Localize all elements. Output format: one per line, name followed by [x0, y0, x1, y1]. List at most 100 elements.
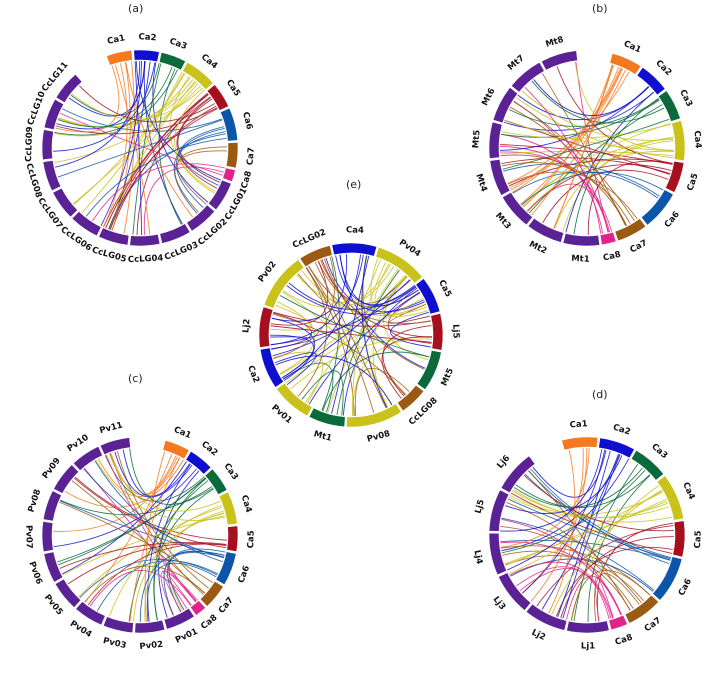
synteny-link: [531, 69, 626, 216]
synteny-link: [103, 63, 128, 228]
chromosome-label: Ca6: [240, 111, 254, 131]
chromosome-arc-pv04: [375, 246, 423, 284]
chromosome-arc-ca2: [598, 437, 635, 459]
panel-a-label: (a): [128, 2, 143, 15]
synteny-link: [163, 552, 225, 616]
chromosome-label: Ca1: [569, 419, 588, 430]
synteny-link: [305, 259, 382, 403]
synteny-links: [53, 448, 227, 623]
chromosome-arc-lj5: [488, 489, 510, 532]
chromosome-arc-pv08: [42, 490, 62, 522]
chromosome-label: Ca1: [622, 39, 642, 55]
chromosome-arc-cclg10: [43, 98, 65, 130]
chromosome-label: Mt7: [506, 53, 527, 73]
synteny-link: [500, 525, 634, 609]
synteny-link: [301, 370, 344, 416]
chromosome-label: Ca3: [649, 442, 669, 461]
chromosome-label: Ca3: [221, 462, 239, 482]
chromosome-arc-lj5: [430, 313, 444, 351]
chromosome-label: Pv05: [42, 593, 65, 618]
synteny-link: [272, 275, 408, 357]
chromosome-label: CcLG09: [24, 126, 35, 162]
synteny-link: [553, 64, 614, 229]
synteny-link: [500, 541, 622, 616]
synteny-link: [129, 448, 214, 505]
synteny-link: [336, 269, 400, 415]
synteny-link: [501, 162, 631, 224]
synteny-link: [274, 352, 317, 386]
synteny-link: [85, 137, 227, 217]
panel-c-label: (c): [128, 372, 143, 385]
synteny-link: [508, 98, 660, 127]
chromosome-arc-ca3: [630, 449, 665, 481]
chromosome-label: Ca4: [346, 225, 364, 236]
chromosome-label: Mt1: [312, 429, 333, 444]
synteny-link: [146, 562, 217, 622]
synteny-link: [526, 150, 674, 212]
synteny-link: [67, 543, 227, 585]
chromosome-label: Pv11: [99, 420, 124, 436]
chromosome-arc-pv08: [346, 403, 402, 428]
synteny-link: [72, 83, 199, 205]
synteny-link: [84, 565, 206, 603]
chromosome-label: Pv08: [27, 488, 44, 514]
synteny-link: [54, 85, 202, 163]
chromosome-label: CcLG03: [163, 240, 200, 263]
synteny-link: [516, 566, 610, 620]
chromosome-label: Mt4: [473, 173, 488, 194]
synteny-link: [512, 171, 659, 199]
synteny-link: [270, 260, 328, 326]
synteny-link: [327, 268, 399, 413]
synteny-link: [524, 86, 602, 234]
synteny-link: [541, 73, 627, 227]
chromosome-arc-ca5: [672, 520, 686, 558]
chromosome-arc-mt8: [540, 50, 578, 71]
chromosome-label: Ca7: [246, 147, 257, 166]
chromosome-arc-ca6: [215, 551, 237, 586]
synteny-link: [282, 254, 362, 379]
synteny-link: [81, 72, 185, 214]
synteny-link: [174, 150, 227, 213]
synteny-link: [177, 98, 221, 183]
chromosome-arc-ca7: [624, 594, 660, 624]
synteny-link: [510, 492, 673, 554]
chromosome-arc-ca2: [185, 450, 212, 475]
synteny-link: [308, 265, 375, 413]
synteny-link: [270, 336, 311, 350]
chromosome-label: Ca4: [691, 130, 702, 149]
synteny-link: [57, 119, 223, 178]
synteny-link: [74, 476, 227, 541]
synteny-link: [174, 89, 215, 194]
panel-a-circos: Ca1 Ca2 Ca3Ca4Ca5Ca6Ca7Ca8CcLG01CcLG02CcLG…: [23, 2, 256, 265]
synteny-link: [536, 525, 674, 607]
chromosome-label: Ca8: [602, 250, 622, 264]
chromosome-arc-ca3: [657, 90, 681, 122]
chromosome-arc-ca1: [609, 52, 642, 75]
synteny-link: [553, 140, 674, 229]
synteny-link: [512, 489, 673, 523]
synteny-link: [54, 69, 178, 136]
chromosome-arc-ca8: [608, 614, 628, 631]
chromosome-label: Ca8: [240, 170, 255, 190]
synteny-link: [282, 266, 395, 309]
synteny-link: [270, 286, 417, 346]
chromosome-label: Pv04: [68, 619, 93, 640]
synteny-link: [114, 64, 151, 235]
chromosome-label: Pv03: [102, 636, 127, 651]
synteny-link: [574, 61, 674, 151]
chromosome-label: CcLG04: [128, 253, 164, 265]
chromosome-label: Mt6: [480, 87, 497, 108]
chromosome-label: Pv02: [256, 260, 278, 285]
synteny-link: [71, 480, 205, 594]
synteny-link: [54, 76, 191, 137]
synteny-link: [280, 274, 406, 375]
chromosome-arc-mt6: [492, 86, 519, 124]
chromosome-label: Ca8: [199, 613, 219, 632]
panel-e-label: (e): [346, 178, 361, 191]
synteny-link: [109, 108, 218, 230]
synteny-link: [509, 561, 614, 619]
synteny-link: [507, 458, 630, 571]
synteny-link: [297, 267, 328, 397]
chromosome-label: Ca2: [245, 364, 261, 384]
